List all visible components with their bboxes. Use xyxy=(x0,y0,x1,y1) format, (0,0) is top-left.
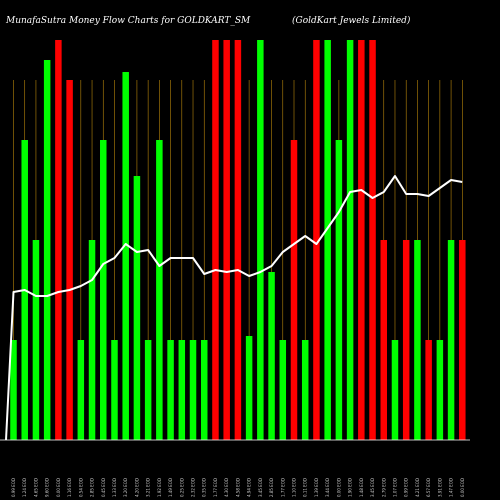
money-flow-bar xyxy=(77,340,85,440)
money-flow-bar xyxy=(335,140,343,440)
x-axis-label: 1.10 EOD xyxy=(292,478,297,497)
x-axis-label: 1.16 EOD xyxy=(67,478,72,497)
chart-title: MunafaSutra Money Flow Charts for GOLDKA… xyxy=(5,16,251,26)
money-flow-bar xyxy=(234,40,242,440)
x-axis-label: 1.33 EOD xyxy=(112,478,117,497)
chart-subtitle: (GoldKart Jewels Limited) xyxy=(292,15,411,26)
money-flow-bar xyxy=(212,40,219,440)
money-flow-bar xyxy=(447,240,455,440)
money-flow-bar xyxy=(257,40,264,440)
x-axis-label: 3.45 EOD xyxy=(370,478,375,497)
money-flow-bar xyxy=(380,240,388,440)
money-flow-bar xyxy=(459,240,466,440)
x-axis-label: 2.85 EOD xyxy=(269,478,274,497)
money-flow-bar xyxy=(66,80,73,440)
x-axis-label: 0.54 EOD xyxy=(78,478,83,497)
money-flow-bar xyxy=(178,340,186,440)
x-axis-label: 9.60 EOD xyxy=(45,478,50,497)
x-axis-label: 1.77 EOD xyxy=(213,478,218,497)
x-axis-label: 0.45 EOD xyxy=(101,478,106,497)
money-flow-bar xyxy=(189,340,197,440)
money-flow-bar xyxy=(167,340,174,440)
x-axis-label: 0.99 EOD xyxy=(11,478,16,497)
x-axis-label: 3.91 EOD xyxy=(437,478,442,497)
x-axis-label: 0.00 EOD xyxy=(56,478,61,497)
x-axis-label: 3.44 EOD xyxy=(325,478,330,497)
x-axis-label: 4.30 EOD xyxy=(224,478,229,497)
x-axis-label: 0.00 EOD xyxy=(336,478,341,497)
money-flow-bar xyxy=(268,272,275,440)
x-axis-label: 3.45 EOD xyxy=(258,478,263,497)
money-flow-bar xyxy=(369,40,376,440)
x-axis-label: 0.11 EOD xyxy=(303,478,308,497)
money-flow-bar xyxy=(133,176,141,440)
money-flow-bar xyxy=(313,40,320,440)
money-flow-bar xyxy=(358,40,365,440)
x-axis-label: 0.99 EOD xyxy=(404,478,409,497)
money-flow-bar xyxy=(391,340,399,440)
x-axis-label: 0.25 EOD xyxy=(179,478,184,497)
money-flow-bars xyxy=(10,40,466,440)
money-flow-bar xyxy=(414,240,421,440)
money-flow-bar xyxy=(88,240,96,440)
money-flow-bar xyxy=(55,40,62,440)
x-axis-label: 4.58 EOD xyxy=(235,478,240,497)
x-axis-label: 1.24 EOD xyxy=(22,478,27,497)
x-axis-label: 2.32 EOD xyxy=(191,478,196,497)
money-flow-bar xyxy=(436,340,444,440)
x-axis-label: 1.07 EOD xyxy=(392,478,397,497)
money-flow-bar xyxy=(223,40,230,440)
x-axis-label: 0.00 EOD xyxy=(460,478,465,497)
x-axis-label: 4.20 EOD xyxy=(134,478,139,497)
x-axis-label: 2.79 EOD xyxy=(381,478,386,497)
x-axis-labels: 0.99 EOD 1.24 EOD 4.65 EOD 9.60 EOD 0.00 EOD… xyxy=(11,478,465,497)
x-axis-label: 4.65 EOD xyxy=(33,478,38,497)
money-flow-bar xyxy=(425,340,432,440)
money-flow-bar xyxy=(144,340,152,440)
money-flow-bar xyxy=(43,60,51,440)
x-axis-label: 1.49 EOD xyxy=(168,478,173,497)
money-flow-bar xyxy=(156,140,163,440)
money-flow-line xyxy=(5,175,463,441)
money-flow-bar xyxy=(32,240,40,440)
x-axis-label: 0.35 EOD xyxy=(202,478,207,497)
x-axis-label: 1.39 EOD xyxy=(314,478,319,497)
money-flow-bar xyxy=(346,40,354,440)
money-flow-bar xyxy=(290,140,298,440)
money-flow-bar xyxy=(402,240,410,440)
money-flow-bar xyxy=(111,340,118,440)
money-flow-bar xyxy=(200,340,208,440)
money-flow-bar xyxy=(301,340,309,440)
x-axis-label: 3.20 EOD xyxy=(123,478,128,497)
money-flow-bar xyxy=(279,340,287,440)
money-flow-bar xyxy=(10,340,17,440)
money-flow-bar xyxy=(324,40,331,440)
x-axis-label: 1.92 EOD xyxy=(157,478,162,497)
x-axis-label: 4.94 EOD xyxy=(247,478,252,497)
x-axis-label: 6.57 EOD xyxy=(426,478,431,497)
money-flow-bar xyxy=(122,72,129,440)
money-flow-bar xyxy=(245,336,253,440)
x-axis-label: 1.77 EOD xyxy=(280,478,285,497)
money-flow-bar xyxy=(100,140,107,440)
x-axis-label: 4.21 EOD xyxy=(415,478,420,497)
x-axis-label: 1.48 EOD xyxy=(359,478,364,497)
x-axis-label: 1.47 EOD xyxy=(449,478,454,497)
x-axis-label: 3.21 EOD xyxy=(146,478,151,497)
x-axis-label: 2.85 EOD xyxy=(90,478,95,497)
x-axis-label: 1.90 EOD xyxy=(348,478,353,497)
